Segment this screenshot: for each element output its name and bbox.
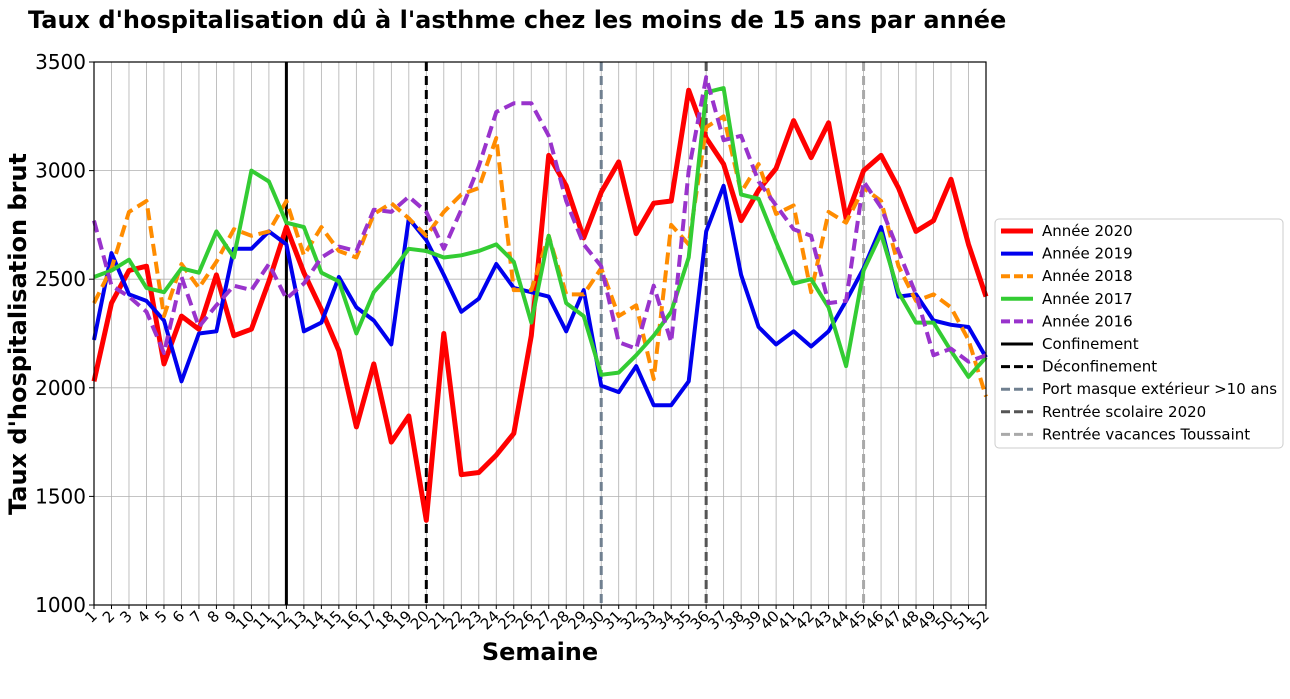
legend-label: Port masque extérieur >10 ans [1042, 380, 1277, 398]
x-tick-label: 2 [99, 607, 118, 626]
legend-label: Année 2017 [1042, 290, 1133, 308]
x-tick-label: 6 [169, 607, 188, 626]
legend-box [994, 218, 1284, 449]
y-tick-label: 2500 [35, 267, 86, 291]
y-tick-label: 1500 [35, 484, 86, 508]
x-tick-label: 3 [116, 607, 135, 626]
legend-label: Année 2018 [1042, 267, 1133, 285]
legend-label: Rentrée scolaire 2020 [1042, 403, 1206, 421]
x-tick-label: 5 [151, 607, 170, 626]
x-axis-ticks: 1234567891011121314151617181920212223242… [81, 605, 993, 633]
chart-title: Taux d'hospitalisation dû à l'asthme che… [28, 6, 1006, 34]
legend-label: Année 2019 [1042, 245, 1133, 263]
series-lines [91, 75, 989, 523]
y-tick-label: 1000 [35, 593, 86, 617]
legend-label: Année 2016 [1042, 312, 1133, 330]
series-line [93, 86, 988, 379]
x-axis-label: Semaine [482, 638, 598, 666]
x-tick-label: 8 [204, 607, 223, 626]
legend: Année 2020 Année 2019 Année 2018 Année 2017… [994, 218, 1284, 449]
legend-label: Rentrée vacances Toussaint [1042, 425, 1250, 443]
y-tick-label: 3000 [35, 159, 86, 183]
event-lines [284, 62, 866, 605]
plot-frame [93, 61, 987, 606]
y-axis-ticks: 1000 1500 2000 2500 3000 3500 [35, 50, 94, 617]
series-line [92, 75, 987, 364]
series-line [92, 183, 988, 408]
y-axis-label: Taux d'hospitalisation brut [4, 153, 32, 515]
series-line [92, 114, 988, 398]
series-line [91, 87, 989, 523]
x-tick-label: 1 [81, 607, 100, 626]
legend-label: Année 2020 [1042, 222, 1133, 240]
y-tick-label: 3500 [35, 50, 86, 74]
x-tick-label: 4 [134, 607, 153, 626]
y-tick-label: 2000 [35, 376, 86, 400]
legend-label: Déconfinement [1042, 358, 1157, 376]
legend-label: Confinement [1042, 335, 1139, 353]
x-tick-label: 7 [186, 607, 205, 626]
x-tick-label: 52 [967, 607, 993, 633]
